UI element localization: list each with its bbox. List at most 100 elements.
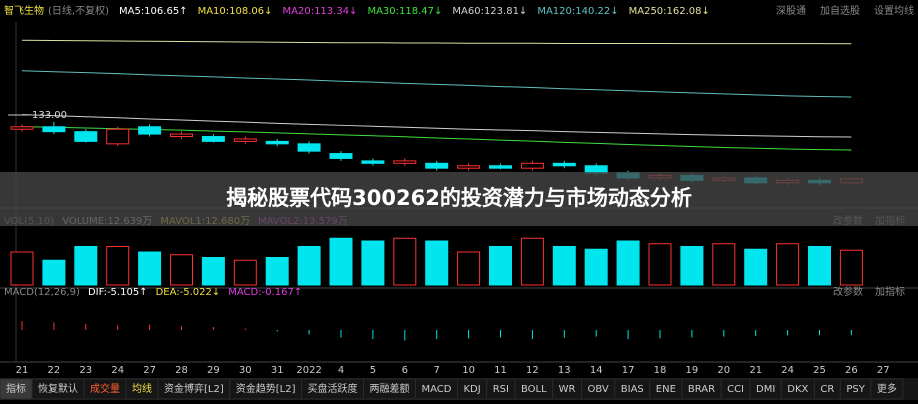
date-label: 27 xyxy=(877,365,890,376)
tab[interactable]: DKX xyxy=(780,378,815,400)
volume-bar xyxy=(138,251,162,286)
volume-bar xyxy=(265,257,289,286)
date-label: 24 xyxy=(781,365,794,376)
tab-label: BRAR xyxy=(688,384,715,395)
date-label: 11 xyxy=(494,365,507,376)
volume-bar xyxy=(361,240,385,286)
volume-bar xyxy=(520,237,544,286)
header-button[interactable]: 加自选股 xyxy=(820,4,860,17)
date-label: 21 xyxy=(16,365,29,376)
indicator-button[interactable]: 改参数 xyxy=(833,285,863,298)
indicator-button[interactable]: 加指标 xyxy=(875,285,905,298)
tab[interactable]: 两融差额 xyxy=(363,378,416,400)
volume-bar xyxy=(42,259,66,286)
volume-bar xyxy=(170,254,193,286)
tab-label: ENE xyxy=(656,384,676,395)
ma-label: MA5:106.65↑ xyxy=(119,6,188,17)
date-label: 7 xyxy=(434,365,440,376)
tab-label: KDJ xyxy=(463,384,480,395)
date-label: 26 xyxy=(845,365,858,376)
tab[interactable]: 资金趋势[L2] xyxy=(229,378,302,400)
indicator-label: MACD:-0.167↑ xyxy=(228,287,302,298)
tab[interactable]: 更多 xyxy=(870,378,904,400)
ma-line xyxy=(21,114,852,138)
tab-label: PSY xyxy=(846,384,865,395)
header-button[interactable]: 深股通 xyxy=(776,5,806,17)
volume-bar xyxy=(329,237,353,286)
ma-label: MA250:162.08↓ xyxy=(629,6,710,17)
tab[interactable]: WR xyxy=(552,378,582,400)
mode: (日线,不复权) xyxy=(48,4,109,17)
volume-bar xyxy=(808,246,831,286)
tab[interactable]: DMI xyxy=(749,378,782,400)
date-label: 2022 xyxy=(296,365,321,376)
volume-bar xyxy=(584,248,608,286)
volume-bar xyxy=(233,259,257,286)
volume-bar xyxy=(680,246,704,286)
date-label: 27 xyxy=(143,365,156,376)
header-button[interactable]: 设置均线 xyxy=(874,4,914,17)
candle-body xyxy=(233,138,257,142)
tab[interactable]: 均线 xyxy=(125,378,159,400)
tab[interactable]: 指标 xyxy=(0,378,33,400)
candle-body xyxy=(201,136,225,142)
tab[interactable]: MACD xyxy=(415,378,458,400)
date-label: 24 xyxy=(111,365,124,376)
tab[interactable]: CCI xyxy=(720,378,751,400)
ma-label: MA120:140.22↓ xyxy=(537,6,618,17)
stock-name: 智飞生物 xyxy=(4,4,44,17)
volume-bar xyxy=(10,251,34,286)
tab[interactable]: 成交量 xyxy=(83,378,127,400)
tab[interactable]: 资金博弈[L2] xyxy=(157,378,231,400)
tab-label: 两融差额 xyxy=(370,382,410,395)
candle-body xyxy=(520,162,544,169)
tab[interactable]: BRAR xyxy=(681,378,722,400)
ma-line xyxy=(21,39,852,45)
tab-label: 成交量 xyxy=(90,382,120,395)
tab-label: MACD xyxy=(422,384,452,395)
date-label: 25 xyxy=(813,365,826,376)
volume-bar xyxy=(393,237,417,286)
candle-body xyxy=(584,165,608,174)
date-label: 14 xyxy=(590,365,603,376)
tab[interactable]: PSY xyxy=(839,378,872,400)
indicator-label: DIF:-5.105↑ xyxy=(88,287,148,298)
ma-line xyxy=(21,70,852,98)
ma-label: MA10:108.06↓ xyxy=(198,6,273,17)
tab-label: DMI xyxy=(756,384,775,395)
date-label: 30 xyxy=(239,365,252,376)
candle-body xyxy=(489,165,512,169)
tab[interactable]: CR xyxy=(813,378,841,400)
candle-body xyxy=(10,126,34,130)
date-label: 28 xyxy=(175,365,188,376)
volume-bar xyxy=(839,249,863,286)
price-label: 133.00 xyxy=(32,110,67,121)
tab[interactable]: 恢复默认 xyxy=(31,378,85,400)
date-label: 20 xyxy=(717,365,730,376)
date-label: 12 xyxy=(526,365,539,376)
candle-body xyxy=(106,128,130,145)
tab[interactable]: BIAS xyxy=(614,378,651,400)
tab[interactable]: 买盘活跃度 xyxy=(301,378,364,400)
date-label: 10 xyxy=(462,365,475,376)
date-label: 6 xyxy=(402,365,408,376)
candle-body xyxy=(361,160,385,164)
tab-label: 买盘活跃度 xyxy=(308,382,358,395)
tab-label: 资金博弈[L2] xyxy=(164,382,224,395)
date-label: 18 xyxy=(654,365,667,376)
volume-bar xyxy=(106,246,130,286)
date-label: 5 xyxy=(370,365,376,376)
tab[interactable]: BOLL xyxy=(514,378,554,400)
candle-body xyxy=(329,153,353,159)
tab[interactable]: RSI xyxy=(486,378,516,400)
date-label: 13 xyxy=(558,365,571,376)
tab-bg xyxy=(870,378,904,400)
volume-bar xyxy=(489,246,512,286)
tab[interactable]: ENE xyxy=(649,378,683,400)
tab-label: OBV xyxy=(588,384,609,395)
banner-title: 揭秘股票代码300262的投资潜力与市场动态分析 xyxy=(226,186,692,210)
date-label: 19 xyxy=(686,365,699,376)
tab[interactable]: KDJ xyxy=(456,378,488,400)
tab[interactable]: OBV xyxy=(581,378,616,400)
